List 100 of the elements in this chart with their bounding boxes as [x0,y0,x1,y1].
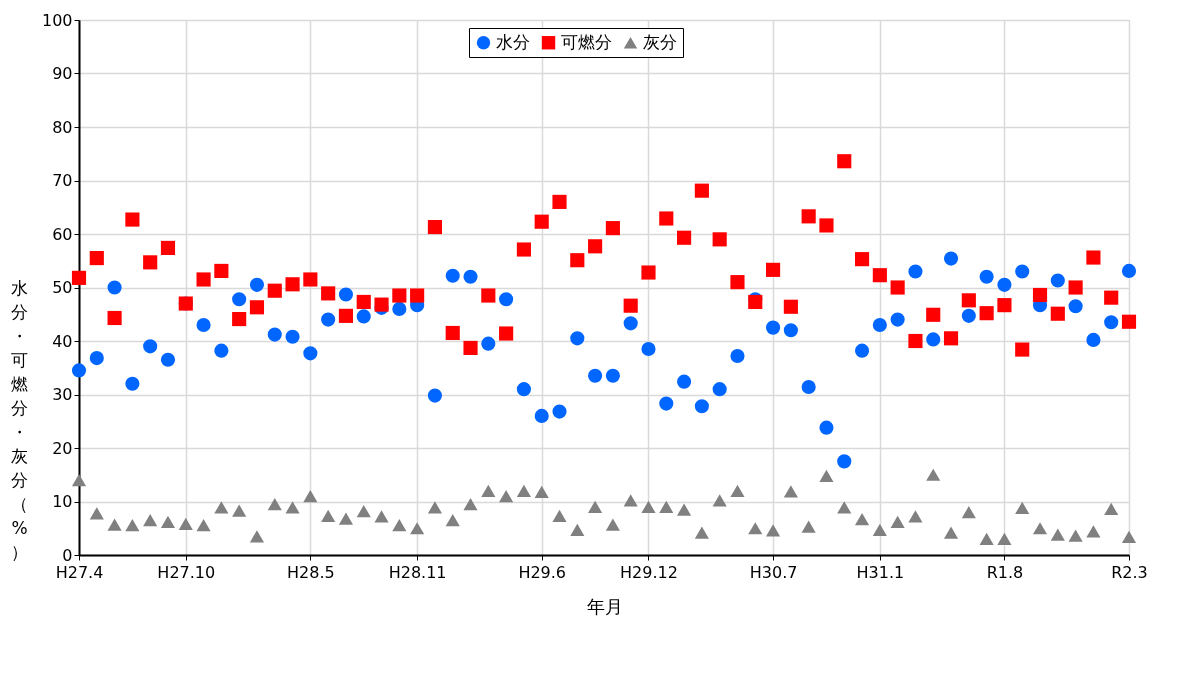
point [410,288,425,303]
point [854,252,870,267]
point [854,343,870,358]
point [872,523,887,536]
point [356,294,371,310]
point [267,498,282,511]
x-tick-label: H29.12 [620,562,678,582]
x-axis-title: 年月 [586,595,623,617]
point [516,382,531,397]
point [1121,263,1137,278]
point [143,339,158,354]
point [321,312,336,327]
legend-label: 水分 [496,31,530,52]
y-tick-label: 10 [52,492,73,511]
point [730,348,745,364]
point [392,518,407,532]
point [588,239,603,254]
point [89,251,104,266]
point [71,473,87,487]
point [926,307,941,322]
point [285,501,300,514]
legend-label: 可燃分 [561,31,612,52]
x-tick-label: H27.10 [157,562,216,582]
point [659,211,674,226]
point [712,232,727,247]
point [214,263,229,278]
x-tick-label: H31.1 [856,562,905,582]
point [445,514,460,527]
point [605,221,620,236]
point [356,309,371,324]
point [694,526,709,539]
point [89,351,104,366]
x-tick-label: R1.8 [986,562,1024,582]
point [677,503,692,516]
point [516,484,531,497]
point [819,420,834,435]
point [943,331,959,346]
point [1104,502,1119,516]
point [801,520,816,533]
point [819,218,834,233]
point [71,363,87,378]
point [232,311,247,327]
point [499,326,514,341]
point [605,518,620,531]
point [499,292,514,307]
point [338,308,354,323]
point [641,500,656,513]
point [1068,529,1083,542]
point [463,498,478,511]
point [1015,264,1030,279]
point [1068,299,1083,314]
point [214,343,229,358]
point [71,270,87,285]
point [107,310,122,326]
point [1068,280,1083,295]
point [552,194,567,209]
point [463,340,478,356]
point [623,494,638,507]
point [677,230,692,245]
point [943,526,959,539]
x-tick-label: H27.4 [55,562,104,582]
point [908,333,923,349]
point [321,286,336,301]
point [1032,287,1048,303]
point [783,485,798,498]
point [1121,314,1137,329]
point [694,399,709,414]
point [837,454,852,469]
point [890,515,905,528]
point [143,255,158,270]
point [1104,290,1119,305]
y-tick-label: 30 [52,385,73,404]
point [552,509,567,523]
point [160,240,176,255]
point [392,288,407,303]
point [961,308,976,323]
point [427,219,442,235]
point [961,506,976,519]
point [392,301,407,316]
y-tick-label: 20 [52,438,73,458]
point [801,209,816,224]
point [1032,522,1048,535]
point [659,396,674,411]
point [641,341,656,357]
point [588,500,603,513]
point [534,485,549,498]
point [961,293,976,308]
point [196,317,211,333]
point [552,404,567,419]
point [374,510,389,523]
point [943,251,959,266]
y-tick-label: 60 [52,224,73,244]
x-tick-label: R2.3 [1111,562,1148,582]
point [926,468,941,481]
point [1086,250,1101,265]
point [107,280,122,295]
point [214,501,229,514]
point [481,288,496,303]
point [125,518,140,532]
point [249,277,265,292]
